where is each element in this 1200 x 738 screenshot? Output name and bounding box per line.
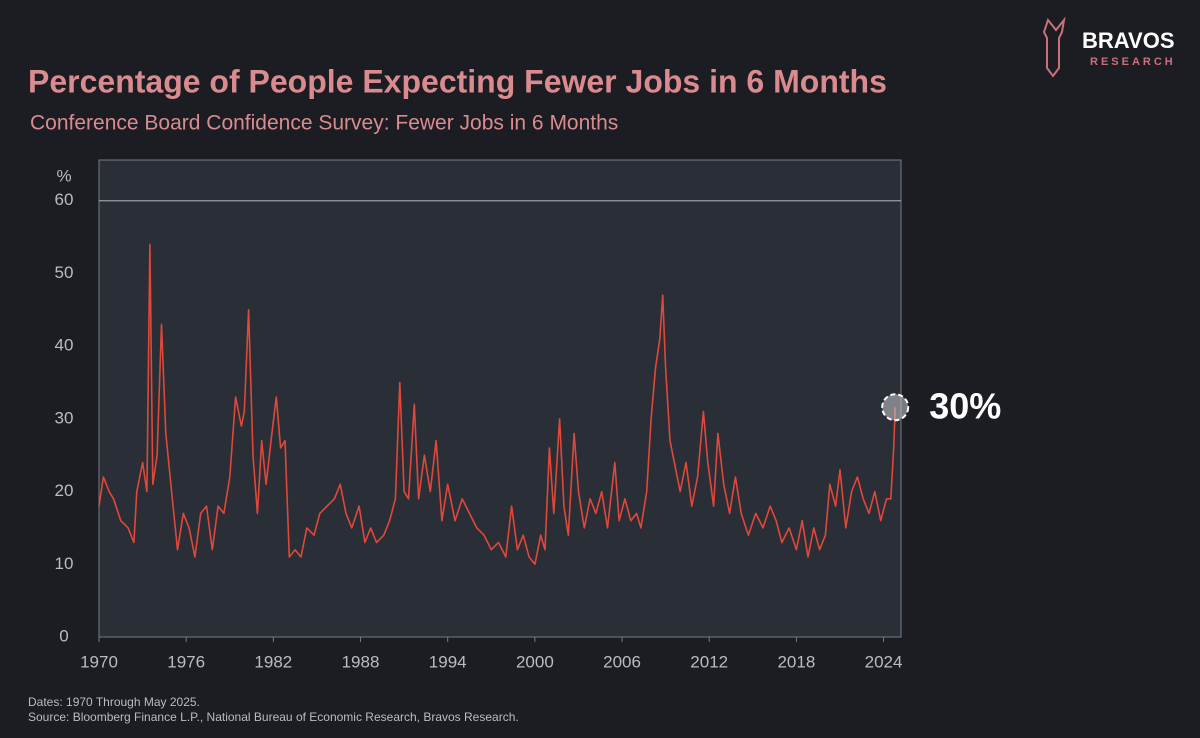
y-axis-label: % <box>56 166 71 185</box>
x-tick-label: 1976 <box>167 652 205 671</box>
chart-subtitle: Conference Board Confidence Survey: Fewe… <box>30 112 618 135</box>
x-tick-label: 2012 <box>690 652 728 671</box>
brand-sub: RESEARCH <box>1090 56 1176 68</box>
y-tick-label: 60 <box>55 190 74 209</box>
note: Dates: 1970 Through May 2025. <box>28 695 200 709</box>
y-tick-label: 20 <box>55 481 74 500</box>
x-tick-label: 1988 <box>342 652 380 671</box>
logo-icon <box>1042 16 1066 78</box>
plot-area <box>98 159 902 638</box>
y-tick-label: 40 <box>55 336 74 355</box>
x-tick-label: 2006 <box>603 652 641 671</box>
chart-title: Percentage of People Expecting Fewer Job… <box>28 63 887 99</box>
x-tick-label: 1994 <box>429 652 467 671</box>
x-tick-label: 1982 <box>254 652 292 671</box>
x-tick-label: 2024 <box>865 652 903 671</box>
brand: BRAVOS <box>1082 28 1175 53</box>
x-tick-label: 2018 <box>777 652 815 671</box>
y-tick-label: 0 <box>59 626 68 645</box>
annotation: 30% <box>929 386 1001 427</box>
note: Source: Bloomberg Finance L.P., National… <box>28 710 519 724</box>
highlight-point <box>881 393 910 422</box>
line-series <box>98 243 896 566</box>
y-tick-label: 10 <box>55 554 74 573</box>
x-tick-label: 2000 <box>516 652 554 671</box>
logo: BRAVOS RESEARCH <box>1042 16 1176 78</box>
x-tick-label: 1970 <box>80 652 118 671</box>
y-tick-label: 50 <box>55 263 74 282</box>
y-tick-label: 30 <box>55 408 74 427</box>
